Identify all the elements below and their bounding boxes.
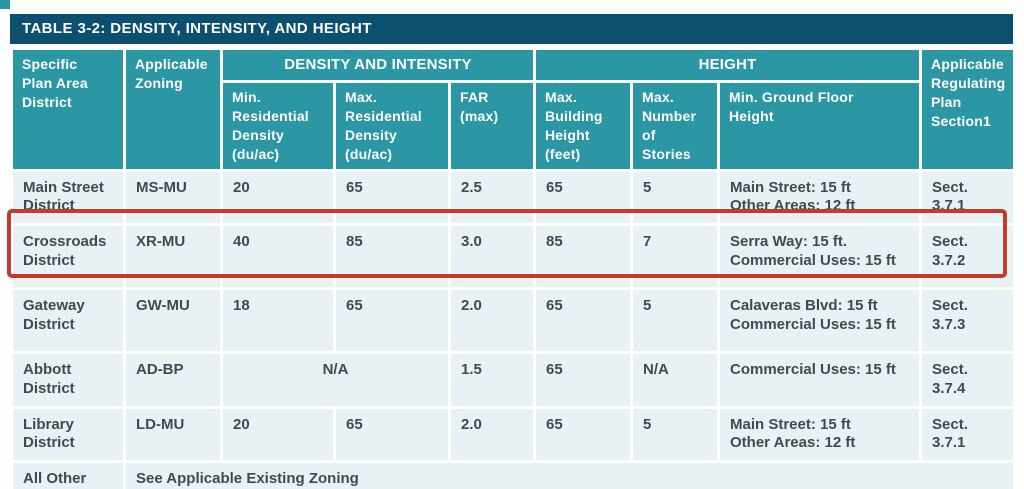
cell-max-density: 65 [333, 287, 451, 355]
cell-far: 2.5 [448, 168, 536, 227]
cell-min-density: 40 [220, 223, 336, 291]
cell-far: 3.0 [448, 223, 536, 291]
table-row-crossroads: Crossroads District XR-MU 40 85 3.0 85 7… [10, 223, 1017, 291]
header-district: Specific Plan Area District [10, 47, 126, 172]
cell-section: Sect. 3.7.2 [919, 223, 1017, 291]
cell-min-density: 20 [220, 168, 336, 227]
cell-max-stories: 5 [630, 405, 720, 464]
header-group-height: HEIGHT [532, 47, 923, 83]
cell-max-stories: 5 [630, 287, 720, 355]
cell-section: Sect. 3.7.4 [919, 351, 1017, 409]
table-row-gateway: Gateway District GW-MU 18 65 2.0 65 5 Ca… [10, 287, 1017, 355]
cell-section: Sect. 3.7.1 [919, 405, 1017, 464]
cell-zoning: AD-BP [123, 351, 223, 409]
zoning-table: Specific Plan Area District Applicable Z… [10, 47, 1017, 489]
cell-zoning: GW-MU [123, 287, 223, 355]
cell-district: All Other Areas [10, 460, 126, 489]
cell-far: 2.0 [448, 405, 536, 464]
table-title: TABLE 3-2: DENSITY, INTENSITY, AND HEIGH… [10, 14, 1013, 44]
header-max-density: Max. Residential Density (du/ac) [333, 80, 451, 172]
cell-max-height: 65 [533, 168, 633, 227]
table-row-abbott: Abbott District AD-BP N/A 1.5 65 N/A Com… [10, 351, 1017, 409]
cell-ground-floor: Main Street: 15 ft Other Areas: 12 ft [716, 168, 923, 227]
cell-ground-floor: Calaveras Blvd: 15 ft Commercial Uses: 1… [716, 287, 923, 355]
cell-district: Abbott District [10, 351, 126, 409]
cell-ground-floor: Serra Way: 15 ft. Commercial Uses: 15 ft [716, 223, 923, 291]
table-row-all-other-areas: All Other Areas See Applicable Existing … [10, 460, 1017, 489]
cell-district: Library District [10, 405, 126, 464]
header-min-density: Min. Residential Density (du/ac) [220, 80, 336, 172]
table-row-main-street: Main Street District MS-MU 20 65 2.5 65 … [10, 168, 1017, 227]
cell-min-density: 20 [220, 405, 336, 464]
cell-density-na: N/A [220, 351, 451, 409]
cell-district: Gateway District [10, 287, 126, 355]
zoning-table-container: TABLE 3-2: DENSITY, INTENSITY, AND HEIGH… [10, 14, 1017, 489]
cell-district: Main Street District [10, 168, 126, 227]
cell-far: 2.0 [448, 287, 536, 355]
cell-zoning: XR-MU [123, 223, 223, 291]
cell-min-density: 18 [220, 287, 336, 355]
cell-max-density: 65 [333, 405, 451, 464]
cell-max-stories: 7 [630, 223, 720, 291]
header-far: FAR (max) [448, 80, 536, 172]
cell-max-height: 65 [533, 287, 633, 355]
header-ground-floor: Min. Ground Floor Height [716, 80, 923, 172]
corner-accent-chip [0, 0, 10, 9]
cell-max-height: 65 [533, 405, 633, 464]
cell-max-height: 65 [533, 351, 633, 409]
header-max-stories: Max. Number of Stories [630, 80, 720, 172]
cell-ground-floor: Main Street: 15 ft Other Areas: 12 ft [716, 405, 923, 464]
header-max-building-height: Max. Building Height (feet) [533, 80, 633, 172]
cell-max-density: 85 [333, 223, 451, 291]
header-group-density-intensity: DENSITY AND INTENSITY [220, 47, 536, 83]
cell-max-density: 65 [333, 168, 451, 227]
cell-far: 1.5 [448, 351, 536, 409]
cell-max-stories: N/A [630, 351, 720, 409]
table-row-library: Library District LD-MU 20 65 2.0 65 5 Ma… [10, 405, 1017, 464]
cell-max-height: 85 [533, 223, 633, 291]
header-zoning: Applicable Zoning [123, 47, 223, 172]
header-section: Applicable Regulating Plan Section1 [919, 47, 1017, 172]
cell-zoning: MS-MU [123, 168, 223, 227]
cell-ground-floor: Commercial Uses: 15 ft [716, 351, 923, 409]
cell-note: See Applicable Existing Zoning [122, 460, 1017, 489]
cell-max-stories: 5 [630, 168, 720, 227]
cell-zoning: LD-MU [123, 405, 223, 464]
cell-section: Sect. 3.7.3 [919, 287, 1017, 355]
cell-section: Sect. 3.7.1 [919, 168, 1017, 227]
cell-district: Crossroads District [10, 223, 126, 291]
